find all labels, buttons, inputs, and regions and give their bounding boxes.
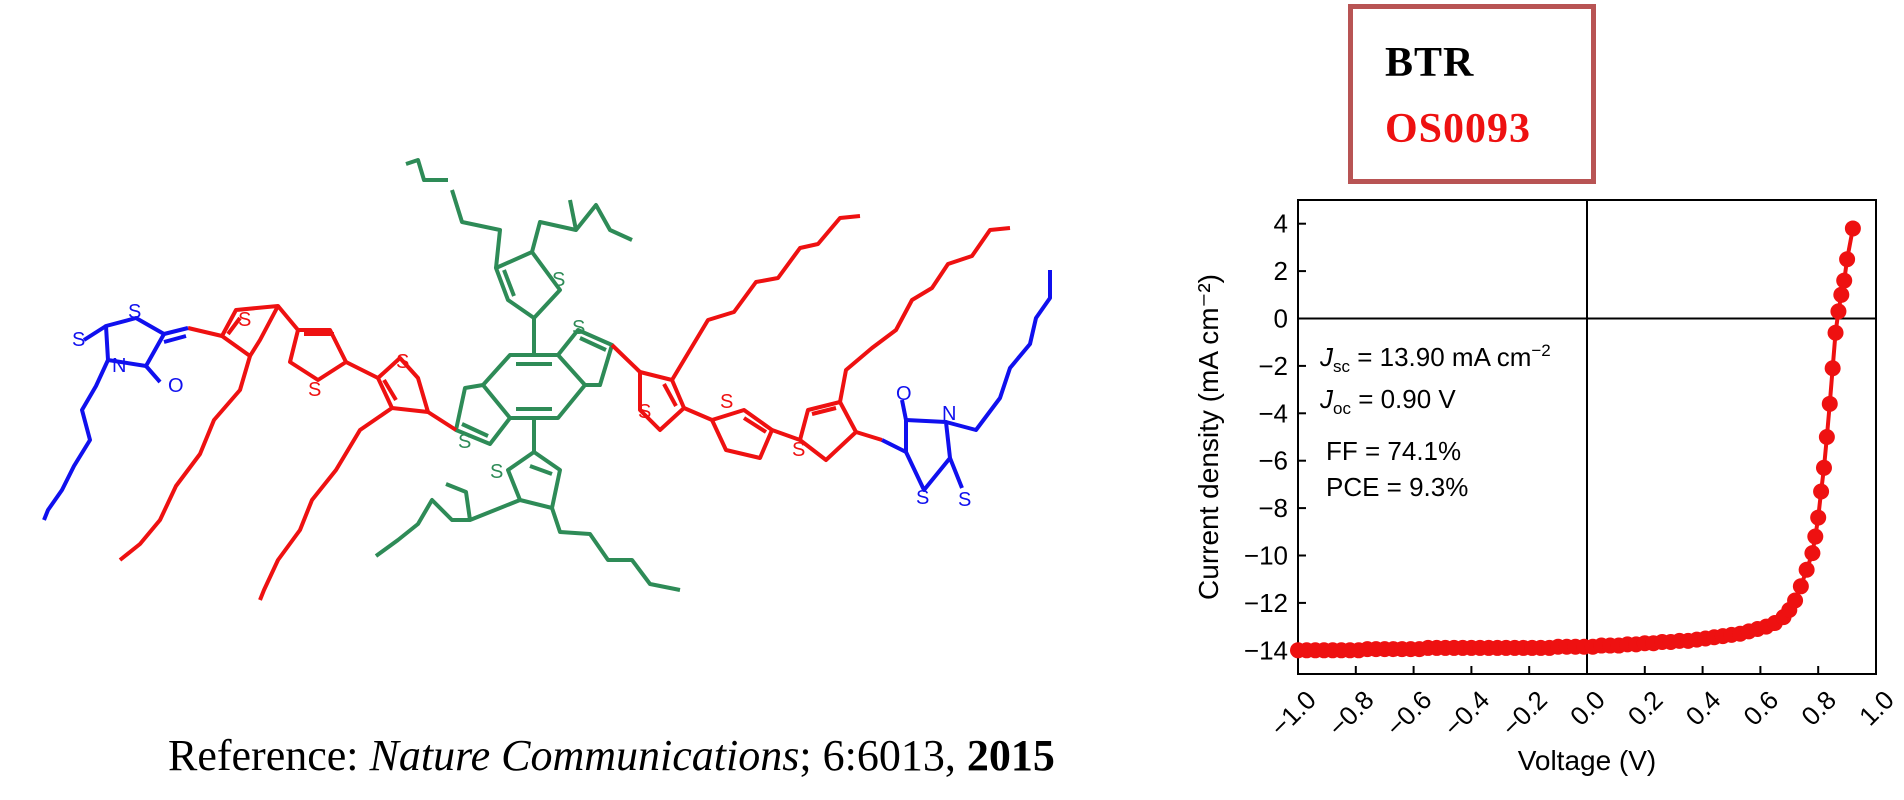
data-point — [1839, 251, 1856, 268]
atom-S-blue1: S — [128, 301, 141, 323]
atom-S-red6: S — [792, 439, 805, 461]
atom-S-blue2: S — [72, 329, 85, 351]
reference-journal: Nature Communications — [369, 731, 800, 780]
x-tick-label: −0.2 — [1496, 685, 1554, 743]
x-tick-label: 0.6 — [1737, 685, 1784, 732]
data-point — [1792, 578, 1809, 595]
atom-N-left: N — [112, 355, 126, 377]
reference-citation: Reference: Nature Communications; 6:6013… — [168, 730, 1055, 781]
data-point — [1798, 561, 1815, 578]
data-point — [1830, 303, 1847, 320]
compound-name: BTR — [1385, 40, 1475, 86]
compound-label-box: BTR OS0093 — [1348, 4, 1596, 184]
y-tick-label: −4 — [1258, 398, 1288, 428]
y-axis-ticks: 4 2 0 −2 −4 −6 −8 −10 −12 −14 — [1244, 209, 1306, 665]
x-tick-label: 1.0 — [1853, 685, 1900, 732]
y-tick-label: 2 — [1274, 256, 1288, 286]
data-point — [1827, 324, 1844, 341]
reference-year: 2015 — [966, 731, 1055, 780]
atom-S-core-right: S — [572, 317, 585, 339]
y-tick-label: −8 — [1258, 493, 1288, 523]
data-point — [1804, 545, 1821, 562]
y-tick-label: −12 — [1244, 588, 1288, 618]
atom-S-red4: S — [638, 401, 651, 423]
ff-annotation: FF = 74.1% — [1326, 436, 1461, 466]
y-tick-label: 4 — [1274, 209, 1288, 239]
atom-S-red2: S — [308, 379, 321, 401]
y-tick-label: −6 — [1258, 446, 1288, 476]
molecule-thiophene-arms — [118, 214, 1011, 601]
atom-S-core-left: S — [458, 431, 471, 453]
jsc-annotation: Jsc = 13.90 mA cm−2 — [1319, 341, 1551, 376]
data-point — [1836, 272, 1853, 289]
reference-volume: 6:6013, — [822, 731, 967, 780]
data-point — [1810, 509, 1827, 526]
molecule-rhodanine-ends — [42, 270, 1052, 521]
data-point — [1813, 483, 1830, 500]
atom-N-right: N — [942, 403, 956, 425]
y-tick-label: −2 — [1258, 351, 1288, 381]
atom-S-blue4: S — [958, 489, 971, 511]
x-tick-label: −0.4 — [1438, 685, 1496, 743]
x-tick-label: 0.4 — [1680, 685, 1727, 732]
pce-annotation: PCE = 9.3% — [1326, 472, 1468, 502]
atom-O-left: O — [168, 375, 184, 397]
y-tick-label: −10 — [1244, 541, 1288, 571]
atom-S-blue3: S — [916, 487, 929, 509]
x-tick-label: −1.0 — [1264, 685, 1322, 743]
reference-prefix: Reference: — [168, 731, 370, 780]
data-point — [1824, 360, 1841, 377]
atom-O-right: O — [896, 383, 912, 405]
data-point — [1818, 429, 1835, 445]
data-point — [1807, 528, 1824, 545]
atom-S-top: S — [552, 269, 565, 291]
data-point — [1815, 459, 1832, 476]
y-axis-label: Current density (mA cm⁻²) — [1193, 274, 1224, 600]
atom-S-bottom: S — [490, 461, 503, 483]
data-point — [1787, 592, 1804, 609]
y-tick-label: −14 — [1244, 635, 1288, 665]
molecule-atom-labels: S S S S S S S S S S S S N O S S N O — [72, 269, 971, 511]
atom-S-red3: S — [238, 309, 251, 331]
x-tick-label: −0.6 — [1380, 685, 1438, 743]
atom-S-red5: S — [720, 391, 733, 413]
chart-annotations: Jsc = 13.90 mA cm−2 Joc = 0.90 V FF = 74… — [1319, 341, 1551, 502]
btr-molecule-structure: S S S S S S S S S S S S N O S S N O — [42, 158, 1052, 601]
x-tick-label: 0.2 — [1622, 685, 1669, 732]
atom-S-red1: S — [396, 351, 409, 373]
series-points — [1290, 220, 1861, 659]
data-point — [1844, 220, 1861, 237]
x-axis-label: Voltage (V) — [1518, 745, 1657, 776]
x-axis-ticks: −1.0 −0.8 −0.6 −0.4 −0.2 0.0 0.2 0.4 0.6 0.8 1.0 — [1264, 666, 1900, 742]
x-tick-label: −0.8 — [1322, 685, 1380, 743]
x-tick-label: 0.0 — [1564, 685, 1611, 732]
joc-annotation: Joc = 0.90 V — [1319, 384, 1456, 418]
y-tick-label: 0 — [1274, 304, 1288, 334]
compound-code: OS0093 — [1385, 106, 1532, 152]
data-point — [1821, 395, 1838, 412]
x-tick-label: 0.8 — [1795, 685, 1842, 732]
data-point — [1833, 286, 1850, 303]
reference-sep: ; — [799, 731, 823, 780]
